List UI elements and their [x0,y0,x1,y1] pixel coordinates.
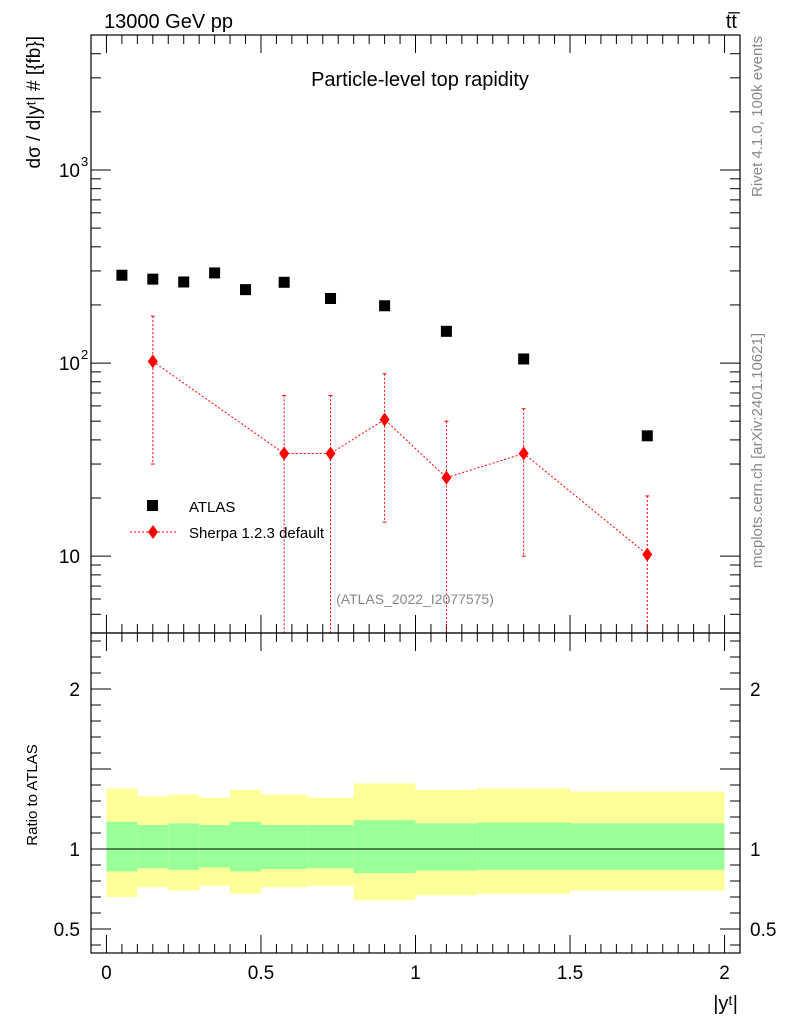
ratio-y-tick-label: 1 [69,840,80,861]
mc-point [325,446,336,461]
x-axis-title: |yᵗ| [713,993,738,1015]
rivet-label: Rivet 4.1.0, 100k events [749,36,766,197]
y-tick-label: 10 [59,354,80,375]
x-tick-label: 1 [410,963,421,984]
ratio-band-inner [570,823,725,870]
mc-point [279,446,290,461]
watermark-label: (ATLAS_2022_I2077575) [336,591,494,607]
data-point [278,276,290,288]
y-tick-exponent: 2 [81,347,88,362]
ratio-y-tick-label-right: 1 [750,840,761,861]
ratio-band-inner [230,821,261,872]
data-point [178,276,190,288]
data-point [641,430,653,442]
ratio-band-inner [307,825,354,869]
ratio-y-tick-label-right: 2 [750,680,761,701]
legend-atlas-label: ATLAS [189,499,235,516]
data-point [325,292,337,304]
mc-point [518,446,529,461]
mc-series [147,315,653,633]
data-point [147,273,159,285]
mc-point [441,470,452,485]
x-tick-label: 2 [719,963,730,984]
ratio-y-tick-label: 2 [69,680,80,701]
energy-label: 13000 GeV pp [104,11,233,33]
legend-sherpa-marker [148,525,158,539]
ratio-band-inner [106,821,138,872]
data-series [116,267,653,442]
main-frame [90,34,741,634]
y-axis-title: dσ / d|yᵗ| # [{fb}] [24,36,45,168]
y-tick-label: 10 [59,161,80,182]
ratio-band-inner [415,823,478,871]
ratio-band-inner [199,825,231,868]
process-label: tt̅ [726,11,740,33]
ratio-bands [106,783,725,901]
data-point [440,325,452,337]
x-tick-label: 0 [101,963,112,984]
data-point [116,269,128,281]
ratio-band-inner [353,820,416,873]
mcplots-label: mcplots.cern.ch [arXiv:2401.10621] [749,333,766,568]
legend: ATLAS Sherpa 1.2.3 default [130,499,325,542]
ratio-frame [90,632,741,954]
legend-sherpa-label: Sherpa 1.2.3 default [189,525,325,542]
data-point [209,267,221,279]
data-point [518,353,530,365]
mc-point [642,547,653,562]
ratio-y-axis-title: Ratio to ATLAS [24,744,41,845]
ratio-band-inner [137,825,169,869]
x-tick-label: 1.5 [557,963,583,984]
ratio-band-inner [260,825,308,869]
ratio-band-inner [168,823,200,870]
chart-title: Particle-level top rapidity [311,69,529,91]
mc-point [379,412,390,427]
data-point [379,300,391,312]
x-tick-label: 0.5 [248,963,274,984]
mc-point [147,354,158,369]
ratio-y-tick-label-right: 0.5 [750,920,776,941]
y-tick-label: 10 [59,547,80,568]
ratio-band-inner [477,822,571,870]
legend-atlas-marker [147,500,158,511]
data-point [240,284,252,296]
y-tick-exponent: 3 [81,154,88,169]
ratio-y-tick-label: 0.5 [54,920,80,941]
